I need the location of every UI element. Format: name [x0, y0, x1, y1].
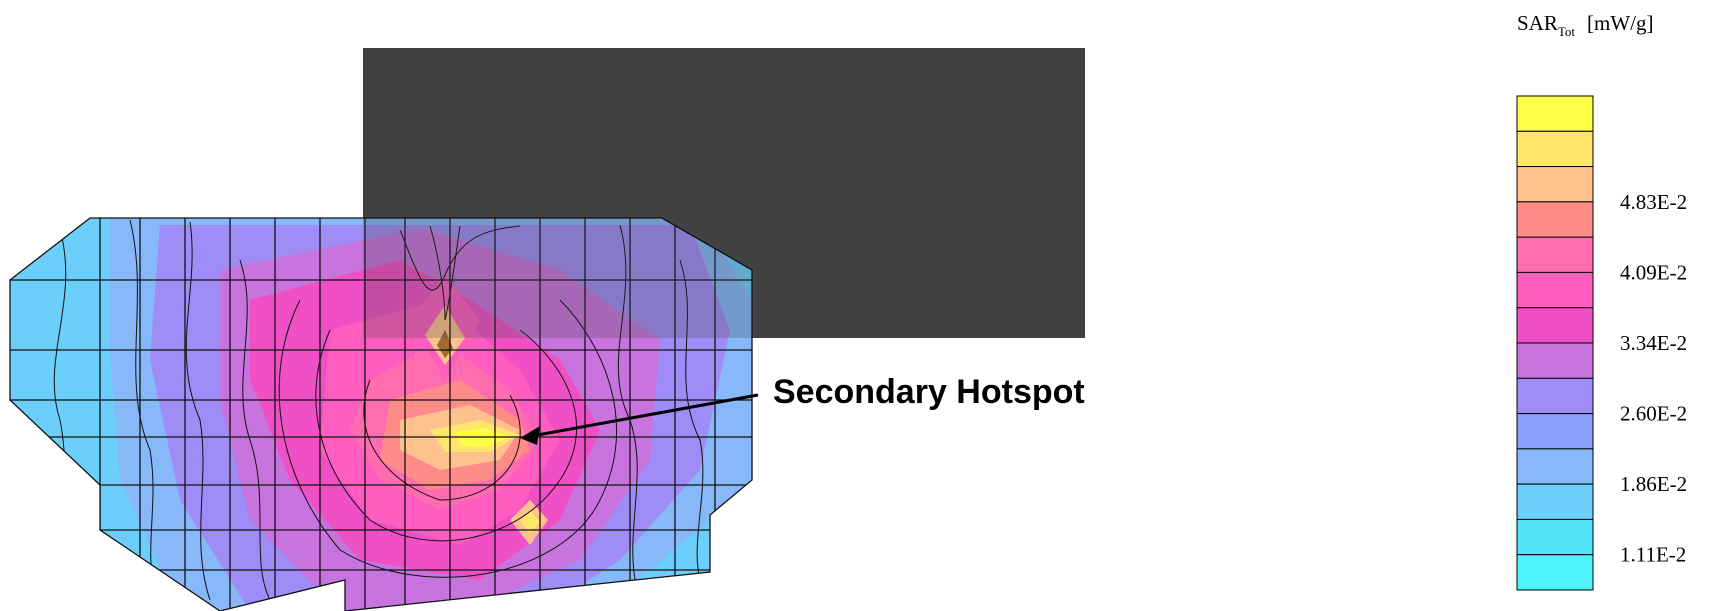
- colorbar-swatch: [1516, 236, 1594, 273]
- colorbar-tick-label: 1.11E-2: [1620, 543, 1686, 567]
- measurement-area-border: [9, 217, 753, 611]
- colorbar-tick-label: 1.86E-2: [1620, 472, 1687, 496]
- colorbar-swatch: [1516, 377, 1594, 415]
- annotation-label: Secondary Hotspot: [773, 373, 1085, 411]
- colorbar-title: SARTot [mW/g]: [1517, 11, 1654, 39]
- colorbar-swatch: [1516, 271, 1594, 309]
- colorbar-swatch: [1516, 518, 1594, 556]
- colorbar-tick-label: 2.60E-2: [1620, 402, 1687, 426]
- colorbar-swatch: [1516, 130, 1594, 168]
- colorbar-tick-label: 3.34E-2: [1620, 331, 1687, 355]
- hotspot-annotation: Secondary Hotspot: [520, 373, 1085, 445]
- colorbar-title-sub: Tot: [1558, 24, 1576, 39]
- colorbar-swatch: [1516, 448, 1594, 485]
- colorbar-tick-labels: 4.83E-2 4.09E-2 3.34E-2 2.60E-2 1.86E-2 1.11E…: [1620, 190, 1687, 567]
- colorbar-tick-label: 4.83E-2: [1620, 190, 1687, 214]
- colorbar-swatch: [1516, 413, 1594, 450]
- colorbar-title-main: SAR: [1517, 11, 1558, 35]
- arrow-head-icon: [520, 426, 540, 445]
- colorbar-swatch: [1516, 307, 1594, 344]
- colorbar-tick-label: 4.09E-2: [1620, 260, 1687, 284]
- colorbar-swatch: [1516, 95, 1594, 132]
- svg-text:SARTot[mW/g]: SARTot [mW/g]: [1517, 11, 1654, 39]
- colorbar-swatch: [1516, 342, 1594, 379]
- annotation-arrow: [531, 393, 759, 438]
- colorbar-title-unit: [mW/g]: [1587, 11, 1653, 35]
- colorbar-swatch: [1516, 201, 1594, 238]
- sar-contour-map: [10, 218, 752, 611]
- colorbar-swatch: [1516, 166, 1594, 203]
- colorbar: [1516, 95, 1594, 591]
- colorbar-swatch: [1516, 483, 1594, 520]
- colorbar-swatch: [1516, 554, 1594, 591]
